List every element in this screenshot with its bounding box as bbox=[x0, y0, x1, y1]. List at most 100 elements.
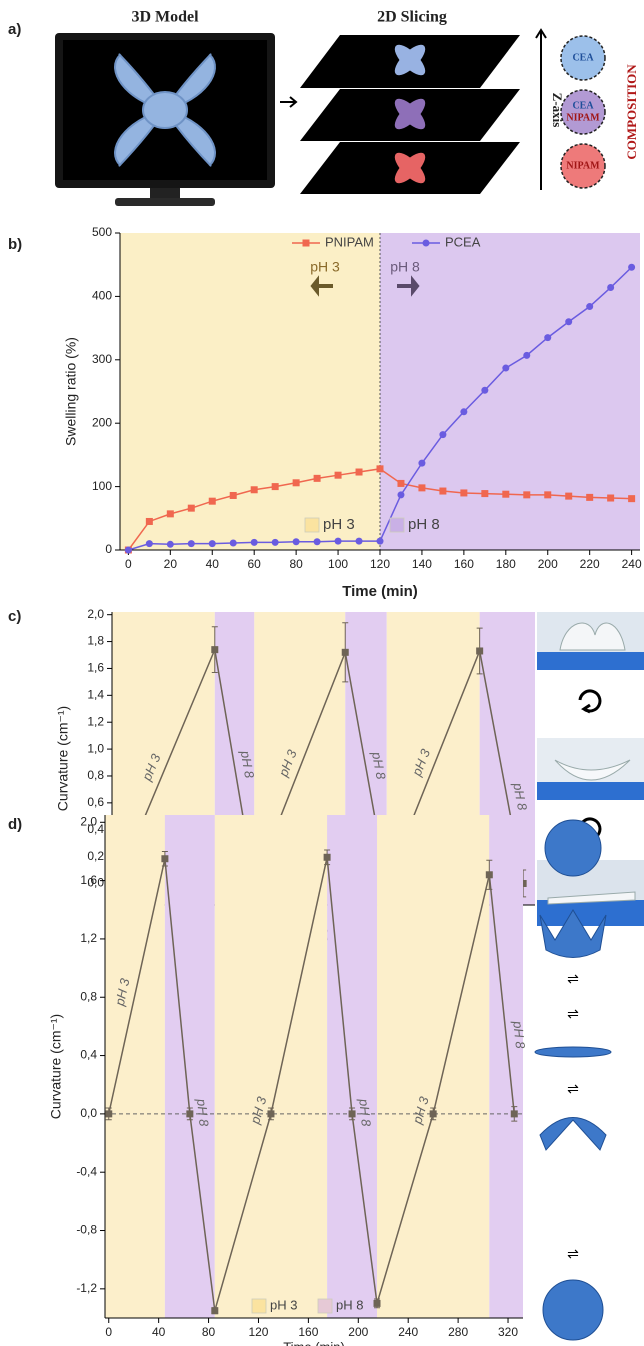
cup bbox=[539, 1117, 607, 1151]
x-tick-label: 80 bbox=[289, 557, 303, 571]
point bbox=[481, 490, 489, 498]
point bbox=[348, 1110, 356, 1118]
circle-label: CEA bbox=[572, 52, 594, 63]
equilibrium-icon: ⇌ bbox=[567, 971, 579, 987]
region-band bbox=[105, 815, 165, 1318]
monitor-stand bbox=[115, 198, 215, 206]
y-tick-label: 0,6 bbox=[87, 795, 104, 809]
x-tick-label: 200 bbox=[538, 557, 558, 571]
x-tick-label: 120 bbox=[370, 557, 390, 571]
legend-swatch bbox=[304, 517, 320, 533]
y-tick-label: 2,0 bbox=[80, 814, 97, 828]
point bbox=[510, 1110, 518, 1118]
y-tick-label: 1,6 bbox=[80, 873, 97, 887]
x-tick-label: 100 bbox=[328, 557, 348, 571]
x-tick-label: 240 bbox=[398, 1325, 418, 1339]
region-band bbox=[380, 233, 640, 550]
point bbox=[211, 646, 219, 654]
y-tick-label: 300 bbox=[92, 352, 112, 366]
point bbox=[267, 1110, 275, 1118]
y-tick-label: 0,8 bbox=[87, 768, 104, 782]
y-tick-label: 1,2 bbox=[87, 714, 104, 728]
y-tick-label: 400 bbox=[92, 289, 112, 303]
legend-label: pH 8 bbox=[336, 1297, 363, 1312]
photo-object bbox=[559, 622, 626, 651]
point bbox=[586, 303, 594, 311]
legend-label: pH 3 bbox=[270, 1297, 297, 1312]
y-tick-label: -0,4 bbox=[76, 1164, 97, 1178]
point bbox=[208, 540, 216, 548]
y-tick-label: 1,4 bbox=[87, 688, 104, 702]
point bbox=[397, 491, 405, 499]
point bbox=[476, 647, 484, 655]
circle-label: NIPAM bbox=[566, 160, 600, 171]
flat bbox=[534, 1046, 612, 1058]
point bbox=[481, 386, 489, 394]
x-tick-label: 160 bbox=[454, 557, 474, 571]
point bbox=[544, 491, 552, 499]
point bbox=[460, 489, 468, 497]
point bbox=[628, 263, 636, 271]
region-band bbox=[120, 233, 380, 550]
point bbox=[544, 334, 552, 342]
slice-shape bbox=[394, 152, 426, 184]
point bbox=[145, 540, 153, 548]
point bbox=[628, 495, 636, 503]
arrow bbox=[280, 96, 298, 108]
x-tick-label: 160 bbox=[298, 1325, 318, 1339]
panel-title: 3D Model bbox=[131, 9, 199, 26]
point bbox=[271, 483, 279, 491]
point bbox=[334, 537, 342, 545]
point bbox=[187, 504, 195, 512]
circle bbox=[560, 35, 606, 81]
point bbox=[186, 1110, 194, 1118]
cycle-icon bbox=[578, 689, 602, 714]
point bbox=[229, 539, 237, 547]
region-label: pH 8 bbox=[369, 750, 389, 781]
monitor-neck bbox=[150, 188, 180, 198]
photo-water bbox=[537, 652, 644, 670]
photo-water bbox=[537, 900, 644, 926]
point bbox=[418, 459, 426, 467]
point bbox=[523, 351, 531, 359]
point bbox=[439, 487, 447, 495]
circle-label: NIPAM bbox=[566, 112, 600, 123]
legend-swatch bbox=[251, 1298, 267, 1314]
y-tick-label: 200 bbox=[92, 415, 112, 429]
y-tick-label: 1,0 bbox=[87, 741, 104, 755]
point bbox=[565, 492, 573, 500]
y-axis-label: Swelling ratio (%) bbox=[63, 337, 79, 446]
shapes: ⇌ ⇌ ⇌ ⇌ bbox=[534, 819, 612, 1341]
x-tick-label: 40 bbox=[152, 1325, 166, 1339]
point bbox=[418, 484, 426, 492]
y-tick-label: -1,2 bbox=[76, 1281, 97, 1295]
equilibrium-icon: ⇌ bbox=[567, 1246, 579, 1262]
point bbox=[166, 540, 174, 548]
region-band bbox=[489, 815, 523, 1318]
x-tick-label: 140 bbox=[412, 557, 432, 571]
region-band bbox=[327, 815, 378, 1318]
y-tick-label: 1,6 bbox=[87, 661, 104, 675]
point bbox=[334, 471, 342, 479]
point bbox=[502, 364, 510, 372]
circle bbox=[560, 89, 606, 135]
legend-label: pH 8 bbox=[408, 516, 440, 533]
circle-label: CEA bbox=[572, 100, 594, 111]
point bbox=[460, 408, 468, 416]
point bbox=[271, 538, 279, 546]
point bbox=[292, 538, 300, 546]
z-arrow bbox=[535, 28, 547, 190]
panel-a: 3D Model 2D Slicing Z-axis CEA CEA NIPAM… bbox=[55, 9, 639, 206]
x-tick-label: 320 bbox=[498, 1325, 518, 1339]
point bbox=[355, 537, 363, 545]
point bbox=[145, 517, 153, 525]
y-tick-label: 0,4 bbox=[87, 822, 104, 836]
region-label: pH 8 bbox=[356, 1097, 374, 1128]
slice-shape bbox=[394, 44, 426, 76]
point bbox=[397, 479, 405, 487]
x-tick-label: 200 bbox=[348, 1325, 368, 1339]
point bbox=[565, 318, 573, 326]
point bbox=[211, 1307, 219, 1315]
